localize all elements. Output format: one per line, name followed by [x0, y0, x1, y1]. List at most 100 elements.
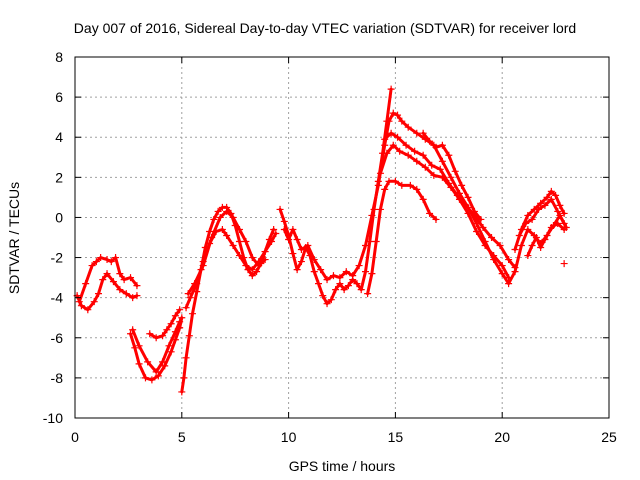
data-point [248, 272, 256, 280]
data-point [381, 135, 389, 143]
series-line [75, 272, 139, 312]
x-tick-label: 0 [71, 429, 79, 445]
data-point [445, 151, 453, 159]
data-point [385, 177, 393, 185]
data-point [438, 157, 446, 165]
data-point [398, 181, 406, 189]
data-point [438, 141, 446, 149]
series-track-14 [419, 129, 485, 223]
data-point [552, 191, 560, 199]
data-point [112, 254, 120, 262]
data-point [327, 296, 335, 304]
data-point [560, 209, 568, 217]
data-point [528, 242, 536, 250]
plot-frame [74, 56, 610, 419]
series-track-5 [146, 306, 184, 342]
data-point [116, 286, 124, 294]
data-point [289, 250, 297, 258]
series-track-8 [184, 207, 269, 298]
data-point [216, 213, 224, 221]
data-point [517, 242, 525, 250]
data-point [88, 262, 96, 270]
data-point [297, 258, 305, 266]
data-point [315, 280, 323, 288]
data-point [535, 205, 543, 213]
data-point [389, 109, 397, 117]
data-point [419, 129, 427, 137]
data-point [293, 266, 301, 274]
y-tick-label: -4 [51, 290, 64, 306]
data-point [135, 342, 143, 350]
data-point [498, 270, 506, 278]
data-point [470, 207, 478, 215]
data-point [391, 177, 399, 185]
data-point [368, 270, 376, 278]
grid-lines [75, 57, 609, 418]
data-point [248, 266, 256, 274]
data-point [229, 242, 237, 250]
data-point [159, 332, 167, 340]
data-point [323, 276, 331, 284]
series-track-1 [73, 270, 141, 314]
data-point [176, 306, 184, 314]
data-point [537, 244, 545, 252]
data-point [524, 211, 532, 219]
data-point [210, 215, 218, 223]
data-point [511, 264, 519, 272]
data-point [458, 181, 466, 189]
data-point [261, 248, 269, 256]
data-point [191, 280, 199, 288]
data-point [481, 242, 489, 250]
data-point [505, 256, 513, 264]
data-point [167, 320, 175, 328]
series-track-13 [381, 129, 519, 272]
y-axis-label: SDTVAR / TECUs [6, 182, 22, 294]
data-point [82, 280, 90, 288]
data-point [223, 207, 231, 215]
data-point [178, 388, 186, 396]
data-point [133, 282, 141, 290]
data-point [208, 234, 216, 241]
series-track-2 [75, 254, 141, 306]
data-point [447, 173, 455, 181]
data-point [280, 217, 288, 225]
data-point [268, 238, 276, 246]
data-point [394, 111, 402, 119]
y-tick-label: -10 [43, 410, 63, 426]
data-point [235, 252, 243, 260]
data-point [473, 227, 481, 235]
data-point [419, 151, 427, 159]
data-point [107, 258, 115, 266]
data-series [73, 85, 570, 396]
data-point [385, 117, 393, 125]
data-point [272, 229, 280, 237]
data-point [462, 201, 470, 209]
series-line [421, 131, 483, 221]
data-point [361, 268, 369, 276]
data-point [426, 137, 434, 145]
data-point [541, 236, 549, 244]
data-point [248, 254, 256, 262]
series-outlier [560, 260, 568, 268]
series-line [282, 111, 568, 286]
data-point [445, 179, 453, 187]
data-point [381, 141, 389, 149]
data-point [235, 225, 243, 233]
data-point [218, 225, 226, 233]
series-line [186, 209, 267, 296]
data-point [490, 252, 498, 260]
data-point [554, 207, 562, 215]
data-point [297, 246, 305, 254]
data-point [554, 219, 562, 227]
data-point [178, 314, 186, 322]
data-point [394, 133, 402, 141]
data-point [152, 334, 160, 342]
data-point [413, 129, 421, 137]
data-point [522, 219, 530, 227]
y-tick-label: 2 [55, 169, 63, 185]
x-tick-label: 15 [388, 429, 404, 445]
data-point [404, 151, 412, 159]
data-point [304, 242, 312, 250]
series-track-15 [511, 187, 568, 254]
series-track-16 [515, 195, 568, 239]
